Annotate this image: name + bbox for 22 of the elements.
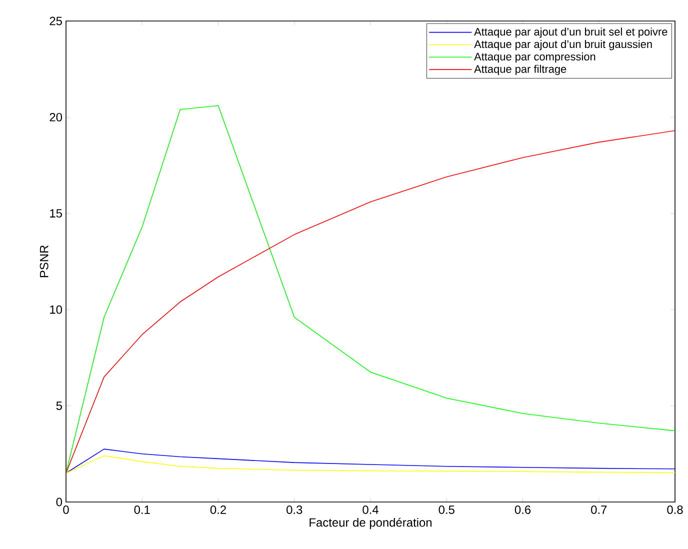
x-tick-label: 0.5 (438, 506, 454, 514)
line-series (66, 448, 676, 474)
x-tick-label: 0.3 (286, 506, 302, 514)
y-tick-label: 15 (50, 209, 62, 218)
y-tick-label: 25 (50, 16, 62, 26)
x-tick-label: 0.8 (667, 506, 683, 514)
x-tick-label: 0 (63, 506, 69, 514)
y-tick-label: 20 (50, 112, 62, 122)
x-tick-label: 0.2 (210, 506, 226, 514)
legend-label: Attaque par ajout d’un bruit gaussien (474, 40, 652, 50)
y-axis-title: PSNR (40, 245, 48, 278)
x-tick-label: 0.7 (591, 506, 607, 514)
legend-label: Attaque par ajout d’un bruit sel et poivre (474, 28, 668, 38)
x-axis-title: Facteur de pondération (310, 518, 432, 530)
y-tick-label: 5 (56, 402, 62, 410)
x-tick-label: 0.1 (134, 506, 150, 514)
legend-label: Attaque par filtrage (474, 64, 566, 76)
y-tick-label: 0 (56, 498, 62, 506)
legend-label: Attaque par compression (474, 52, 596, 63)
x-tick-label: 0.4 (362, 506, 378, 514)
x-tick-label: 0.6 (514, 506, 531, 514)
y-tick-label: 10 (50, 305, 62, 314)
